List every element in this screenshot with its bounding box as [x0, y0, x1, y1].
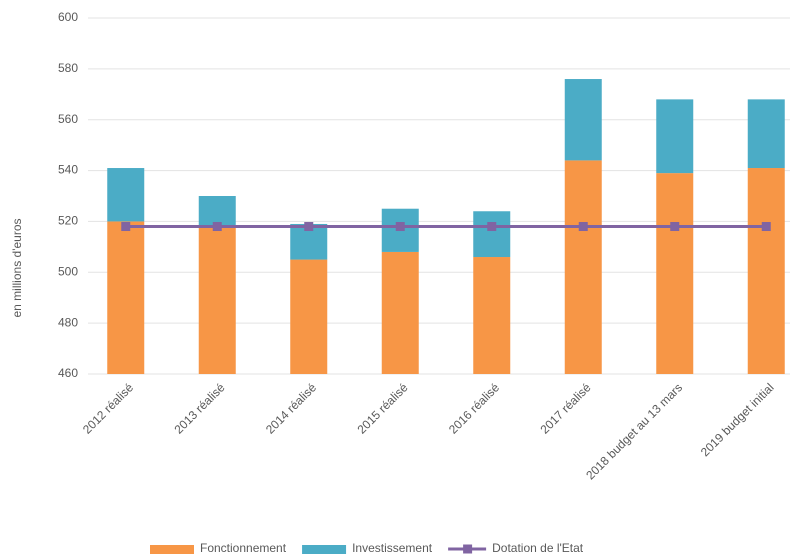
bar [747, 168, 785, 374]
x-tick-label: 2016 réalisé [446, 380, 502, 436]
bar [656, 173, 694, 374]
y-tick-label: 600 [58, 10, 78, 24]
x-tick-label: 2018 budget au 13 mars [583, 380, 685, 482]
bar [747, 99, 785, 169]
bar [656, 99, 694, 174]
bar [564, 160, 602, 374]
bar [290, 259, 328, 374]
line-marker [304, 222, 314, 232]
bar [107, 168, 145, 222]
y-tick-label: 580 [58, 61, 78, 75]
bar [198, 226, 236, 374]
y-tick-label: 480 [58, 315, 78, 329]
x-tick-label: 2019 budget initial [698, 380, 777, 459]
legend-marker [463, 544, 473, 554]
x-tick-label: 2015 réalisé [354, 380, 410, 436]
legend-label: Investissement [352, 541, 433, 555]
bar [198, 196, 236, 227]
legend-swatch [302, 545, 347, 554]
y-tick-label: 460 [58, 366, 78, 380]
x-tick-label: 2012 réalisé [80, 380, 136, 436]
x-tick-label: 2017 réalisé [537, 380, 593, 436]
line-marker [670, 222, 680, 232]
x-tick-label: 2013 réalisé [171, 380, 227, 436]
y-tick-label: 540 [58, 163, 78, 177]
bar [107, 221, 145, 374]
legend-label: Dotation de l'Etat [492, 541, 584, 555]
legend-label: Fonctionnement [200, 541, 287, 555]
bar [381, 251, 419, 374]
line-marker [761, 222, 771, 232]
line-marker [212, 222, 222, 232]
x-tick-label: 2014 réalisé [263, 380, 319, 436]
legend-swatch [150, 545, 194, 554]
y-tick-label: 560 [58, 112, 78, 126]
bar [473, 257, 511, 374]
line-marker [395, 222, 405, 232]
line-marker [487, 222, 497, 232]
y-tick-label: 520 [58, 214, 78, 228]
bar [473, 211, 511, 258]
y-axis-label: en millions d'euros [10, 218, 24, 317]
bar [564, 79, 602, 161]
y-tick-label: 500 [58, 264, 78, 278]
line-marker [121, 222, 131, 232]
line-marker [578, 222, 588, 232]
